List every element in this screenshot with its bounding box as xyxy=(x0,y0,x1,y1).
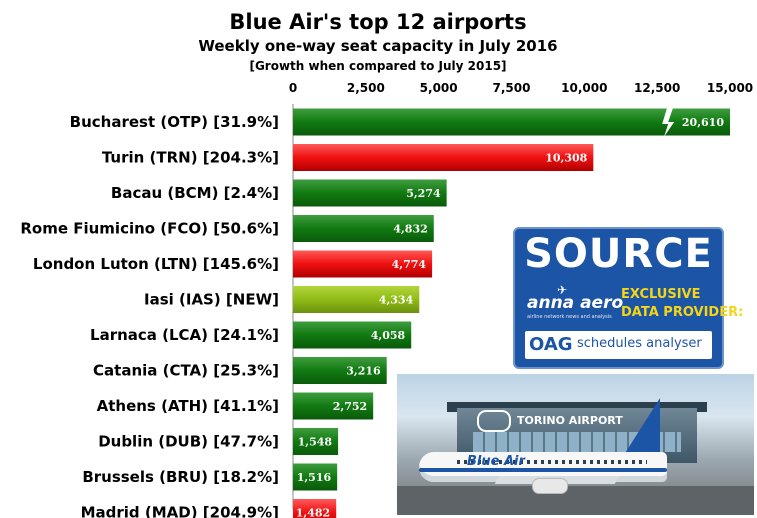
x-tick-label: 7,500 xyxy=(493,81,531,95)
bar xyxy=(293,499,337,518)
category-label: Athens (ATH) [41.1%] xyxy=(97,397,279,415)
data-label: 4,334 xyxy=(379,294,414,307)
x-tick-label: 10,000 xyxy=(561,81,607,95)
category-label: Bacau (BCM) [2.4%] xyxy=(111,184,279,202)
anna-aero-logo-text: anna aero xyxy=(527,293,624,313)
category-label: Iasi (IAS) [NEW] xyxy=(144,291,279,309)
category-label: London Luton (LTN) [145.6%] xyxy=(33,255,279,273)
chart-title: Blue Air's top 12 airports xyxy=(229,10,526,34)
data-label: 5,274 xyxy=(406,187,441,200)
x-tick-label: 2,500 xyxy=(347,81,385,95)
aircraft-tail xyxy=(622,398,660,458)
axis-break-marker xyxy=(662,107,675,137)
bar xyxy=(293,357,387,384)
bar xyxy=(293,392,374,420)
data-label: 3,216 xyxy=(346,365,381,378)
aircraft-livery-text: Blue Air xyxy=(467,454,525,469)
bars: Bucharest (OTP) [31.9%] 20,610 Turin (TRN)… xyxy=(20,107,730,518)
chart-subtitle: Weekly one-way seat capacity in July 201… xyxy=(198,37,557,55)
data-label: 20,610 xyxy=(682,116,724,129)
data-label: 1,548 xyxy=(298,436,333,449)
x-tick-label: 12,500 xyxy=(634,81,680,95)
category-label: Rome Fiumicino (FCO) [50.6%] xyxy=(20,220,279,238)
bar xyxy=(293,286,420,313)
anna-aero-logo: ✈ anna aero airline network news and ana… xyxy=(527,283,623,323)
bar xyxy=(293,428,339,455)
bar xyxy=(293,250,433,278)
category-label: Larnaca (LCA) [24.1%] xyxy=(90,326,279,344)
plane-icon: ✈ xyxy=(557,283,568,297)
category-label: Madrid (MAD) [204.9%] xyxy=(81,504,279,518)
data-label: 4,832 xyxy=(393,223,427,236)
airport-sign: TORINO AIRPORT xyxy=(517,414,623,427)
category-label: Turin (TRN) [204.3%] xyxy=(102,149,279,167)
bar xyxy=(293,108,730,136)
data-provider-label: DATA PROVIDER: xyxy=(621,305,744,320)
data-label: 4,774 xyxy=(392,258,427,271)
category-label: Bucharest (OTP) [31.9%] xyxy=(70,113,279,131)
x-axis-ticks: 0 2,500 5,000 7,500 10,000 12,500 15,000 xyxy=(289,81,753,95)
data-label: 1,516 xyxy=(297,471,332,484)
oag-logo: OAG schedules analyser xyxy=(525,331,712,359)
x-tick-label: 15,000 xyxy=(707,81,753,95)
bar xyxy=(293,463,338,491)
bar xyxy=(293,215,434,242)
x-tick-label: 5,000 xyxy=(420,81,458,95)
data-label: 1,482 xyxy=(296,507,330,518)
source-badge: SOURCE ✈ anna aero airline network news … xyxy=(513,227,743,369)
category-label: Catania (CTA) [25.3%] xyxy=(93,362,279,380)
aircraft-engine xyxy=(532,478,568,494)
data-label: 4,058 xyxy=(371,329,406,342)
data-label: 10,308 xyxy=(545,152,587,165)
airport-photo: TORINO AIRPORT Blue Air xyxy=(397,374,754,515)
category-label: Dublin (DUB) [47.7%] xyxy=(98,433,279,451)
chart-subtitle-growth: [Growth when compared to July 2015] xyxy=(249,59,506,73)
data-label: 2,752 xyxy=(333,400,367,413)
oag-logo-text: OAG xyxy=(529,334,573,355)
terminal-roof xyxy=(447,402,707,412)
exclusive-label: EXCLUSIVE xyxy=(621,287,701,302)
apron xyxy=(397,486,754,515)
source-title: SOURCE xyxy=(524,231,713,277)
aircraft-stripe xyxy=(419,468,667,472)
category-label: Brussels (BRU) [18.2%] xyxy=(82,468,279,486)
aircraft-windows xyxy=(457,460,647,464)
oag-product-label: schedules analyser xyxy=(577,336,702,351)
bar xyxy=(293,321,412,349)
bar xyxy=(293,179,447,207)
anna-aero-tagline: airline network news and analysis xyxy=(527,314,612,320)
airport-logo-icon xyxy=(477,410,511,432)
bar xyxy=(293,144,594,171)
x-tick-label: 0 xyxy=(289,81,297,95)
